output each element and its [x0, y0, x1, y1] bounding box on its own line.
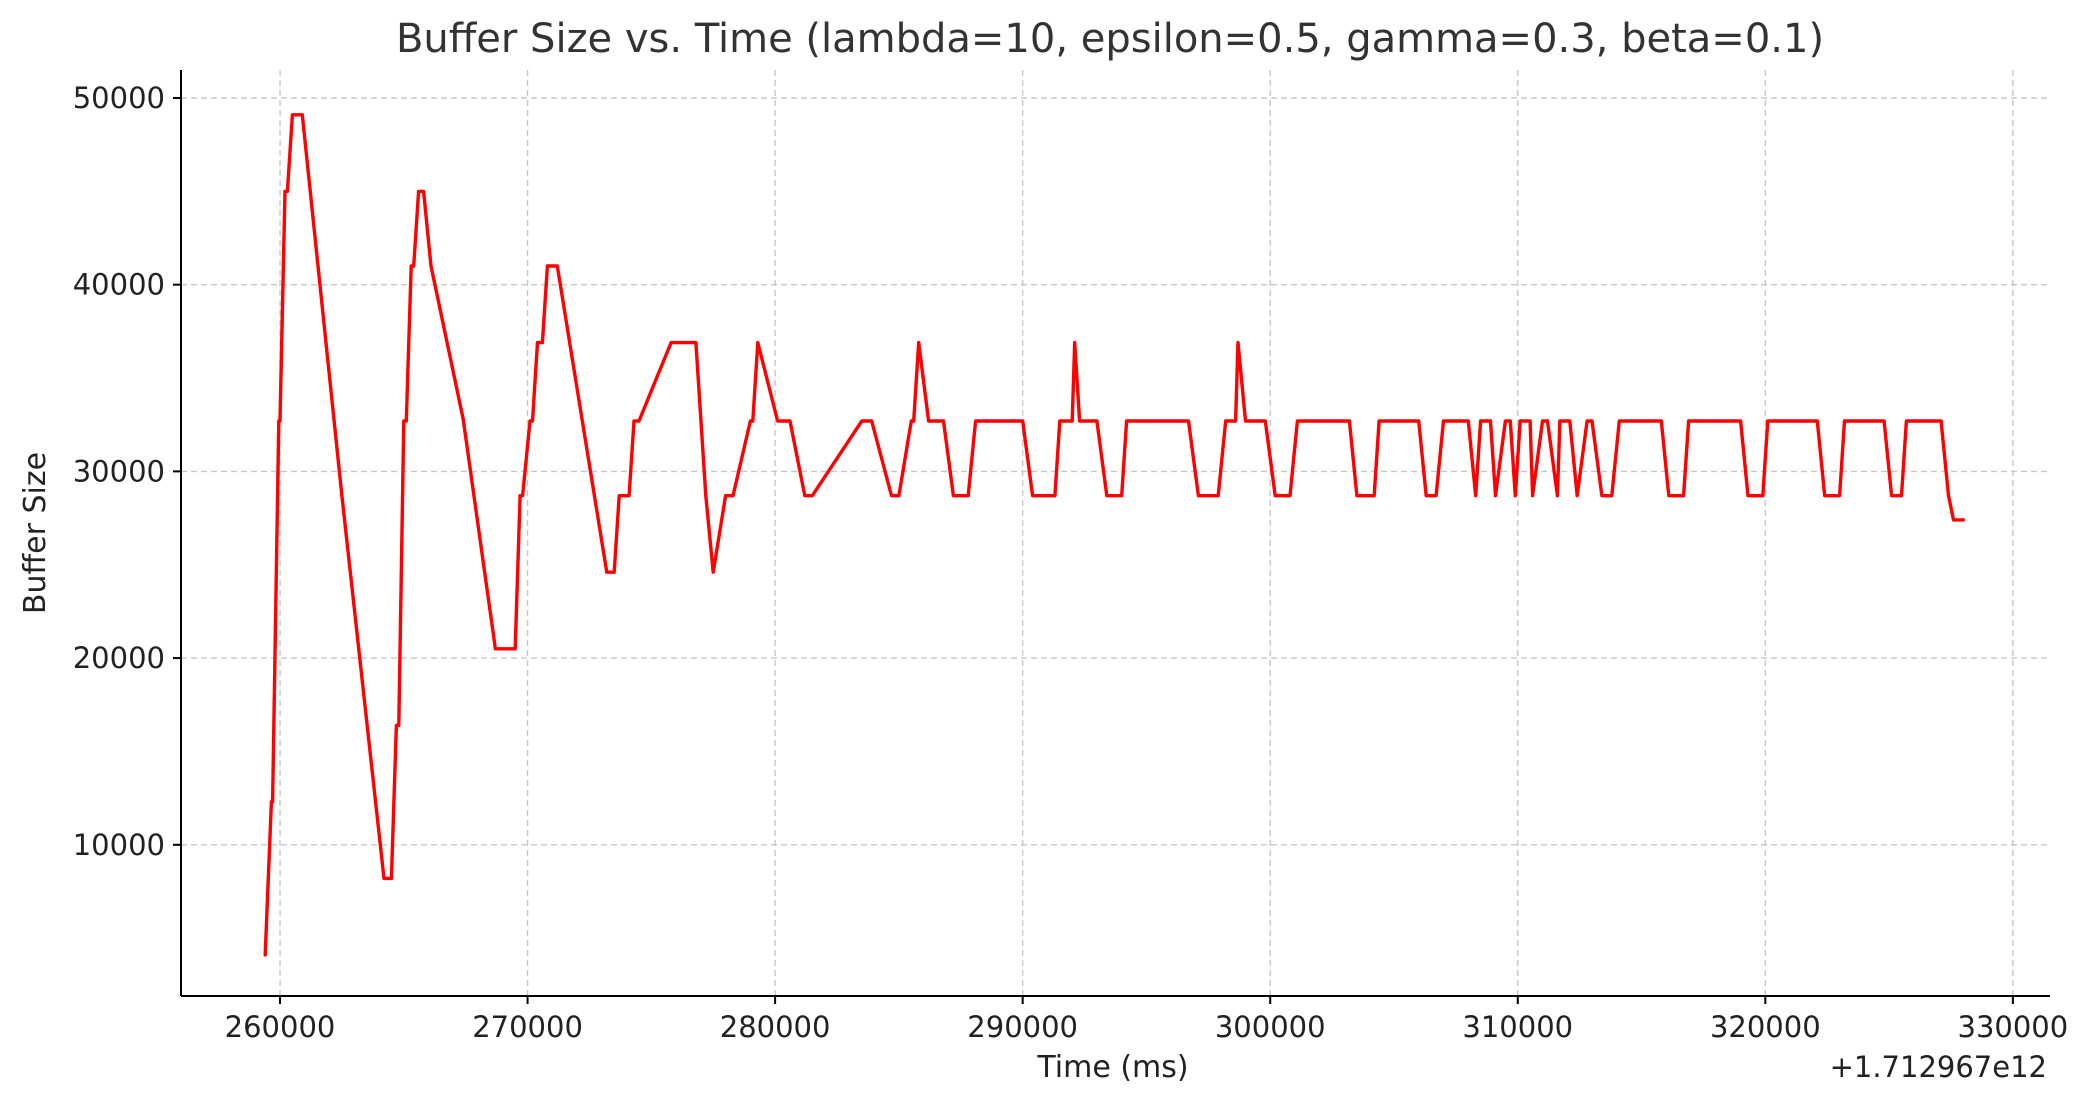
x-tick-label: 290000 — [967, 1010, 1078, 1044]
x-axis-offset-label: +1.712967e12 — [1830, 1050, 2047, 1084]
y-axis-ticks: 10000 20000 30000 40000 50000 — [73, 81, 181, 862]
y-tick-label: 30000 — [73, 454, 165, 488]
series-line — [263, 113, 1966, 957]
x-tick-label: 310000 — [1462, 1010, 1573, 1044]
grid — [181, 70, 2050, 996]
axes — [180, 70, 2050, 997]
y-tick-label: 50000 — [73, 81, 165, 115]
x-tick-label: 260000 — [225, 1010, 336, 1044]
x-axis-label: Time (ms) — [1036, 1050, 1188, 1085]
y-axis-label: Buffer Size — [18, 452, 53, 614]
series-layer — [263, 113, 1966, 957]
x-tick-label: 320000 — [1710, 1010, 1821, 1044]
y-tick-label: 40000 — [73, 268, 165, 302]
x-tick-label: 300000 — [1215, 1010, 1326, 1044]
chart-title: Buffer Size vs. Time (lambda=10, epsilon… — [396, 16, 1824, 62]
x-tick-label: 330000 — [1958, 1010, 2069, 1044]
x-tick-label: 270000 — [472, 1010, 583, 1044]
x-axis-ticks: 260000 270000 280000 290000 300000 310000 3200… — [225, 996, 2069, 1044]
y-tick-label: 20000 — [73, 641, 165, 675]
y-tick-label: 10000 — [73, 828, 165, 862]
x-tick-label: 280000 — [720, 1010, 831, 1044]
